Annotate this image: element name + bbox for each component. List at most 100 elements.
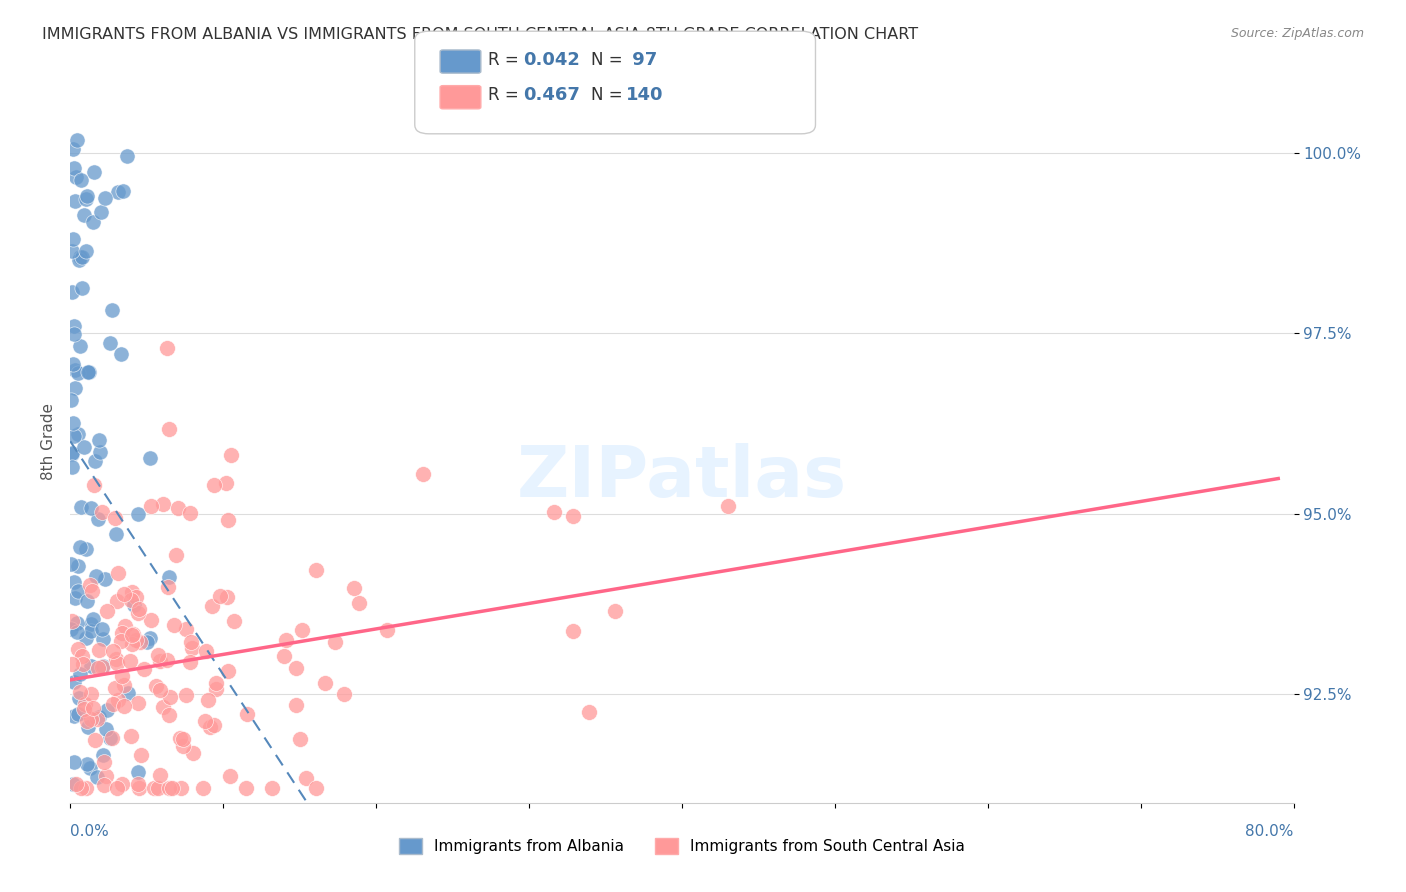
Point <box>273 648 295 663</box>
Text: ZIPatlas: ZIPatlas <box>517 443 846 512</box>
Point <box>96 702 118 716</box>
Point <box>73 702 96 716</box>
Point <box>105 594 128 608</box>
Point <box>112 587 135 601</box>
Point <box>79 624 101 638</box>
Point <box>83 478 105 492</box>
Point <box>202 478 225 492</box>
Point <box>63 363 86 377</box>
Point <box>117 686 139 700</box>
Text: IMMIGRANTS FROM ALBANIA VS IMMIGRANTS FROM SOUTH CENTRAL ASIA 8TH GRADE CORRELAT: IMMIGRANTS FROM ALBANIA VS IMMIGRANTS FR… <box>42 27 918 42</box>
Point <box>67 559 90 574</box>
Point <box>87 433 110 447</box>
Point <box>98 335 121 350</box>
Point <box>159 690 181 704</box>
Point <box>96 722 118 736</box>
Point <box>79 761 101 775</box>
Point <box>112 184 135 198</box>
Point <box>73 208 96 222</box>
Point <box>65 380 87 394</box>
Point <box>128 781 150 796</box>
Point <box>94 191 117 205</box>
Point <box>562 624 585 638</box>
Point <box>111 669 134 683</box>
Point <box>285 698 308 712</box>
Point <box>66 625 89 640</box>
Point <box>176 688 198 702</box>
Point <box>156 341 179 355</box>
Point <box>80 658 103 673</box>
Point <box>127 507 149 521</box>
Point <box>139 450 162 465</box>
Point <box>236 706 259 721</box>
Point <box>157 422 180 436</box>
Point <box>135 635 157 649</box>
Point <box>180 635 202 649</box>
Point <box>72 280 94 294</box>
Point <box>63 161 86 176</box>
Point <box>60 657 83 671</box>
Point <box>107 693 129 707</box>
Point <box>62 357 84 371</box>
Point <box>82 612 104 626</box>
Point <box>60 557 83 571</box>
Point <box>156 653 179 667</box>
Point <box>75 542 97 557</box>
Point <box>93 755 115 769</box>
Point <box>100 302 122 317</box>
Point <box>163 617 186 632</box>
Point <box>122 598 145 612</box>
Text: 0.0%: 0.0% <box>70 824 110 839</box>
Point <box>63 319 86 334</box>
Point <box>91 623 114 637</box>
Point <box>63 755 86 769</box>
Point <box>125 633 148 648</box>
Point <box>90 204 112 219</box>
Point <box>66 706 89 721</box>
Point <box>121 627 143 641</box>
Point <box>167 501 190 516</box>
Point <box>110 634 132 648</box>
Point <box>107 566 129 581</box>
Point <box>77 365 100 379</box>
Text: 80.0%: 80.0% <box>1246 824 1294 839</box>
Point <box>179 655 201 669</box>
Point <box>82 215 104 229</box>
Y-axis label: 8th Grade: 8th Grade <box>41 403 56 480</box>
Point <box>217 513 239 527</box>
Point <box>104 681 127 695</box>
Point <box>65 591 87 605</box>
Point <box>63 429 86 443</box>
Point <box>198 720 221 734</box>
Point <box>91 747 114 762</box>
Point <box>197 693 219 707</box>
Point <box>217 591 239 605</box>
Point <box>157 580 180 594</box>
Point <box>62 232 84 246</box>
Text: N =: N = <box>591 87 627 104</box>
Point <box>157 708 180 723</box>
Point <box>172 739 194 753</box>
Point <box>139 631 162 645</box>
Point <box>217 664 239 678</box>
Point <box>194 714 217 729</box>
Point <box>62 459 84 474</box>
Point <box>412 467 434 481</box>
Point <box>79 577 101 591</box>
Point <box>205 682 228 697</box>
Point <box>76 714 98 729</box>
Point <box>121 585 143 599</box>
Point <box>127 607 149 621</box>
Point <box>165 548 187 562</box>
Point <box>127 696 149 710</box>
Point <box>305 781 328 796</box>
Point <box>76 365 98 379</box>
Point <box>132 662 155 676</box>
Point <box>69 540 91 554</box>
Point <box>66 133 89 147</box>
Point <box>86 712 108 726</box>
Text: 0.467: 0.467 <box>523 87 579 104</box>
Point <box>77 720 100 734</box>
Point <box>208 589 231 603</box>
Point <box>219 769 242 783</box>
